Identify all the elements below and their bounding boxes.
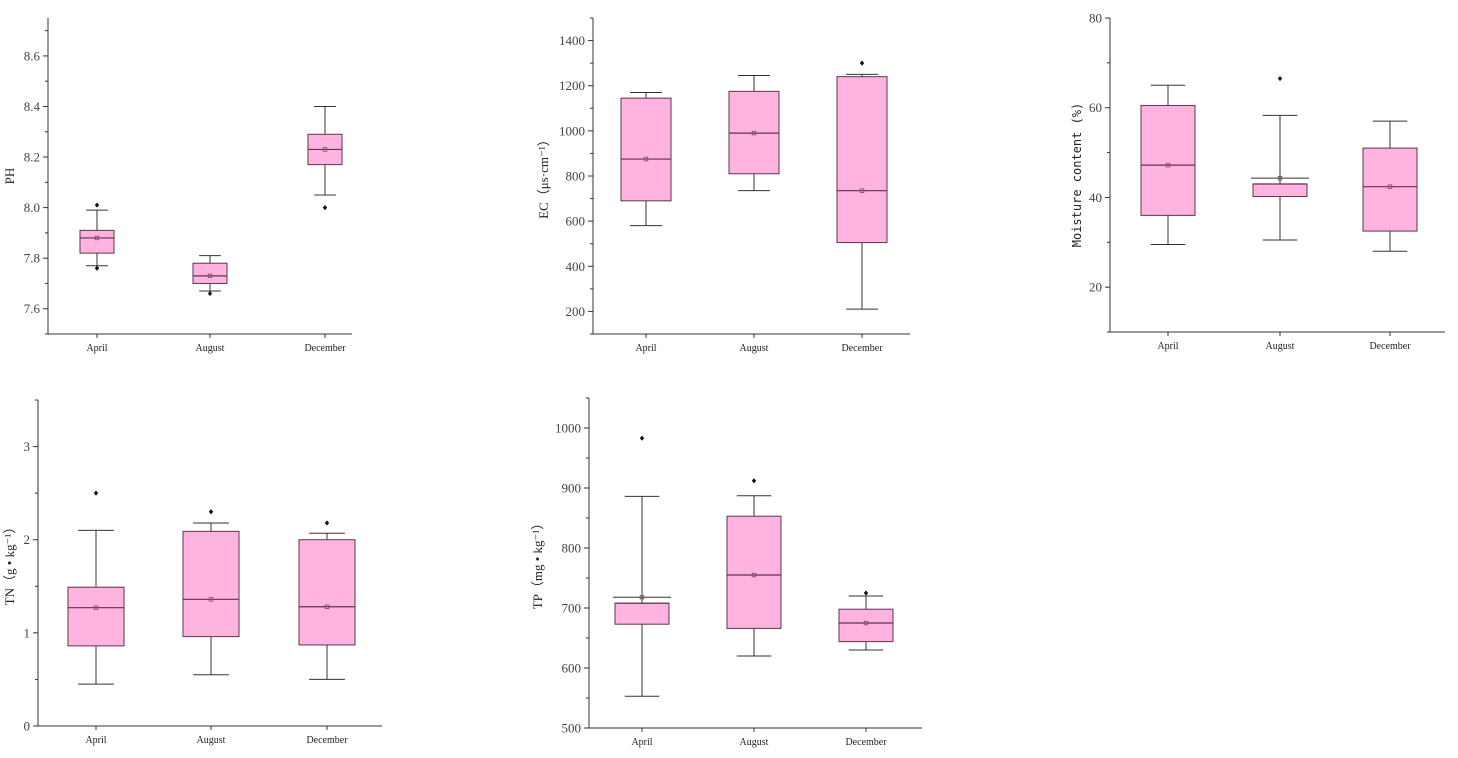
outlier-point <box>324 520 330 526</box>
mean-marker <box>207 273 213 279</box>
chart-tp: 500 600 700 800 900 1000 TP（mg • kg⁻¹） April Aug… <box>530 397 922 748</box>
x-tick-label: December <box>845 737 887 748</box>
chart-ph: 7.6 7.8 8.0 8.2 8.4 8.6 PH April August December <box>2 18 352 354</box>
y-tick-label: 40 <box>1089 190 1102 205</box>
outlier-point <box>1277 75 1283 82</box>
outlier-point <box>751 478 757 484</box>
mean-marker <box>863 620 869 626</box>
x-tick-label: December <box>306 735 348 746</box>
chart-tn: 0 1 2 3 TN（g • kg⁻¹） April August December <box>2 399 382 746</box>
mean-marker <box>93 605 99 610</box>
x-tick-label: April <box>86 343 107 354</box>
box-april <box>614 602 670 625</box>
box-december <box>836 76 888 244</box>
mean-marker <box>859 188 865 193</box>
x-tick-label: April <box>85 735 106 746</box>
box-april <box>620 97 672 202</box>
mean-marker <box>324 604 330 609</box>
x-tick-label: April <box>635 343 656 354</box>
y-axis-label: EC（μs·cm⁻¹） <box>536 133 551 219</box>
box-april <box>67 586 125 647</box>
y-axis-label: Moisture content (%) <box>1070 103 1084 248</box>
x-tick-label: August <box>1266 341 1295 352</box>
y-tick-label: 1000 <box>559 123 585 138</box>
y-tick-label: 600 <box>562 661 582 676</box>
y-tick-label: 1 <box>24 625 31 640</box>
y-tick-label: 800 <box>562 541 582 556</box>
mean-marker <box>1387 184 1393 189</box>
x-tick-label: December <box>304 343 346 354</box>
x-tick-label: August <box>197 735 226 746</box>
y-tick-label: 600 <box>566 214 586 229</box>
x-tick-label: December <box>1369 341 1411 352</box>
outlier-point <box>207 290 213 297</box>
x-tick-label: April <box>631 737 652 748</box>
chart-moisture: 20 40 60 80 Moisture content (%) April August D… <box>1070 11 1445 352</box>
y-tick-label: 1400 <box>559 33 585 48</box>
y-tick-label: 900 <box>562 481 582 496</box>
outlier-point <box>322 205 328 211</box>
box-august <box>1252 183 1308 198</box>
y-tick-label: 0 <box>24 719 31 734</box>
mean-marker <box>208 597 214 602</box>
outlier-point <box>94 202 100 208</box>
outlier-point <box>93 490 99 496</box>
chart-ec: 200 400 600 800 1000 1200 1400 EC（μs·cm⁻¹） April… <box>536 17 910 354</box>
y-tick-label: 3 <box>24 439 31 454</box>
y-tick-label: 7.8 <box>24 251 40 266</box>
box-august <box>726 515 782 629</box>
y-tick-label: 1000 <box>555 421 581 436</box>
y-tick-label: 8.6 <box>24 48 41 63</box>
box-december <box>1362 147 1418 232</box>
mean-marker <box>643 156 649 162</box>
mean-marker <box>751 130 757 136</box>
x-tick-label: August <box>196 343 225 354</box>
x-tick-label: April <box>1157 341 1178 352</box>
y-axis-label: TP（mg • kg⁻¹） <box>530 517 545 610</box>
y-axis-label: PH <box>2 168 17 185</box>
x-tick-label: August <box>740 343 769 354</box>
box-december <box>298 539 356 646</box>
mean-marker <box>1165 162 1171 168</box>
y-tick-label: 8.2 <box>24 150 40 165</box>
box-december <box>838 608 894 643</box>
outlier-point <box>639 435 645 441</box>
y-tick-label: 7.6 <box>24 301 41 316</box>
y-tick-label: 700 <box>562 601 582 616</box>
y-tick-label: 8.0 <box>24 200 40 215</box>
y-tick-label: 8.4 <box>24 99 41 114</box>
y-tick-label: 2 <box>24 532 31 547</box>
outlier-point <box>859 60 865 66</box>
box-august <box>182 530 240 638</box>
y-axis-label: TN（g • kg⁻¹） <box>2 521 17 606</box>
y-tick-label: 500 <box>562 721 582 736</box>
x-tick-label: December <box>841 343 883 354</box>
box-april <box>79 229 115 254</box>
mean-marker <box>322 147 328 152</box>
mean-marker <box>639 595 645 600</box>
y-tick-label: 800 <box>566 169 586 184</box>
outlier-point <box>94 265 100 271</box>
mean-marker <box>1277 175 1283 181</box>
y-tick-label: 400 <box>566 259 586 274</box>
y-tick-label: 200 <box>566 304 586 319</box>
y-tick-label: 20 <box>1089 280 1102 295</box>
y-tick-label: 1200 <box>559 78 585 93</box>
box-april <box>1140 104 1196 216</box>
box-august <box>192 262 228 284</box>
y-tick-label: 80 <box>1089 11 1102 26</box>
x-tick-label: August <box>740 737 769 748</box>
outlier-point <box>208 509 214 515</box>
outlier-point <box>863 590 869 596</box>
mean-marker <box>751 572 757 578</box>
mean-marker <box>94 235 100 241</box>
y-tick-label: 60 <box>1089 100 1102 115</box>
